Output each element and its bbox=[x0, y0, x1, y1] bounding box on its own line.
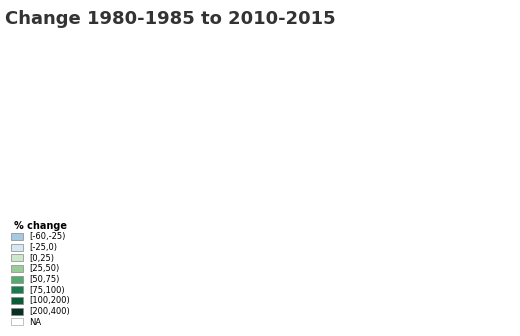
Text: Change 1980-1985 to 2010-2015: Change 1980-1985 to 2010-2015 bbox=[5, 10, 336, 28]
Legend: [-60,-25), [-25,0), [0,25), [25,50), [50,75), [75,100), [100,200), [200,400), NA: [-60,-25), [-25,0), [0,25), [25,50), [50… bbox=[9, 219, 72, 329]
